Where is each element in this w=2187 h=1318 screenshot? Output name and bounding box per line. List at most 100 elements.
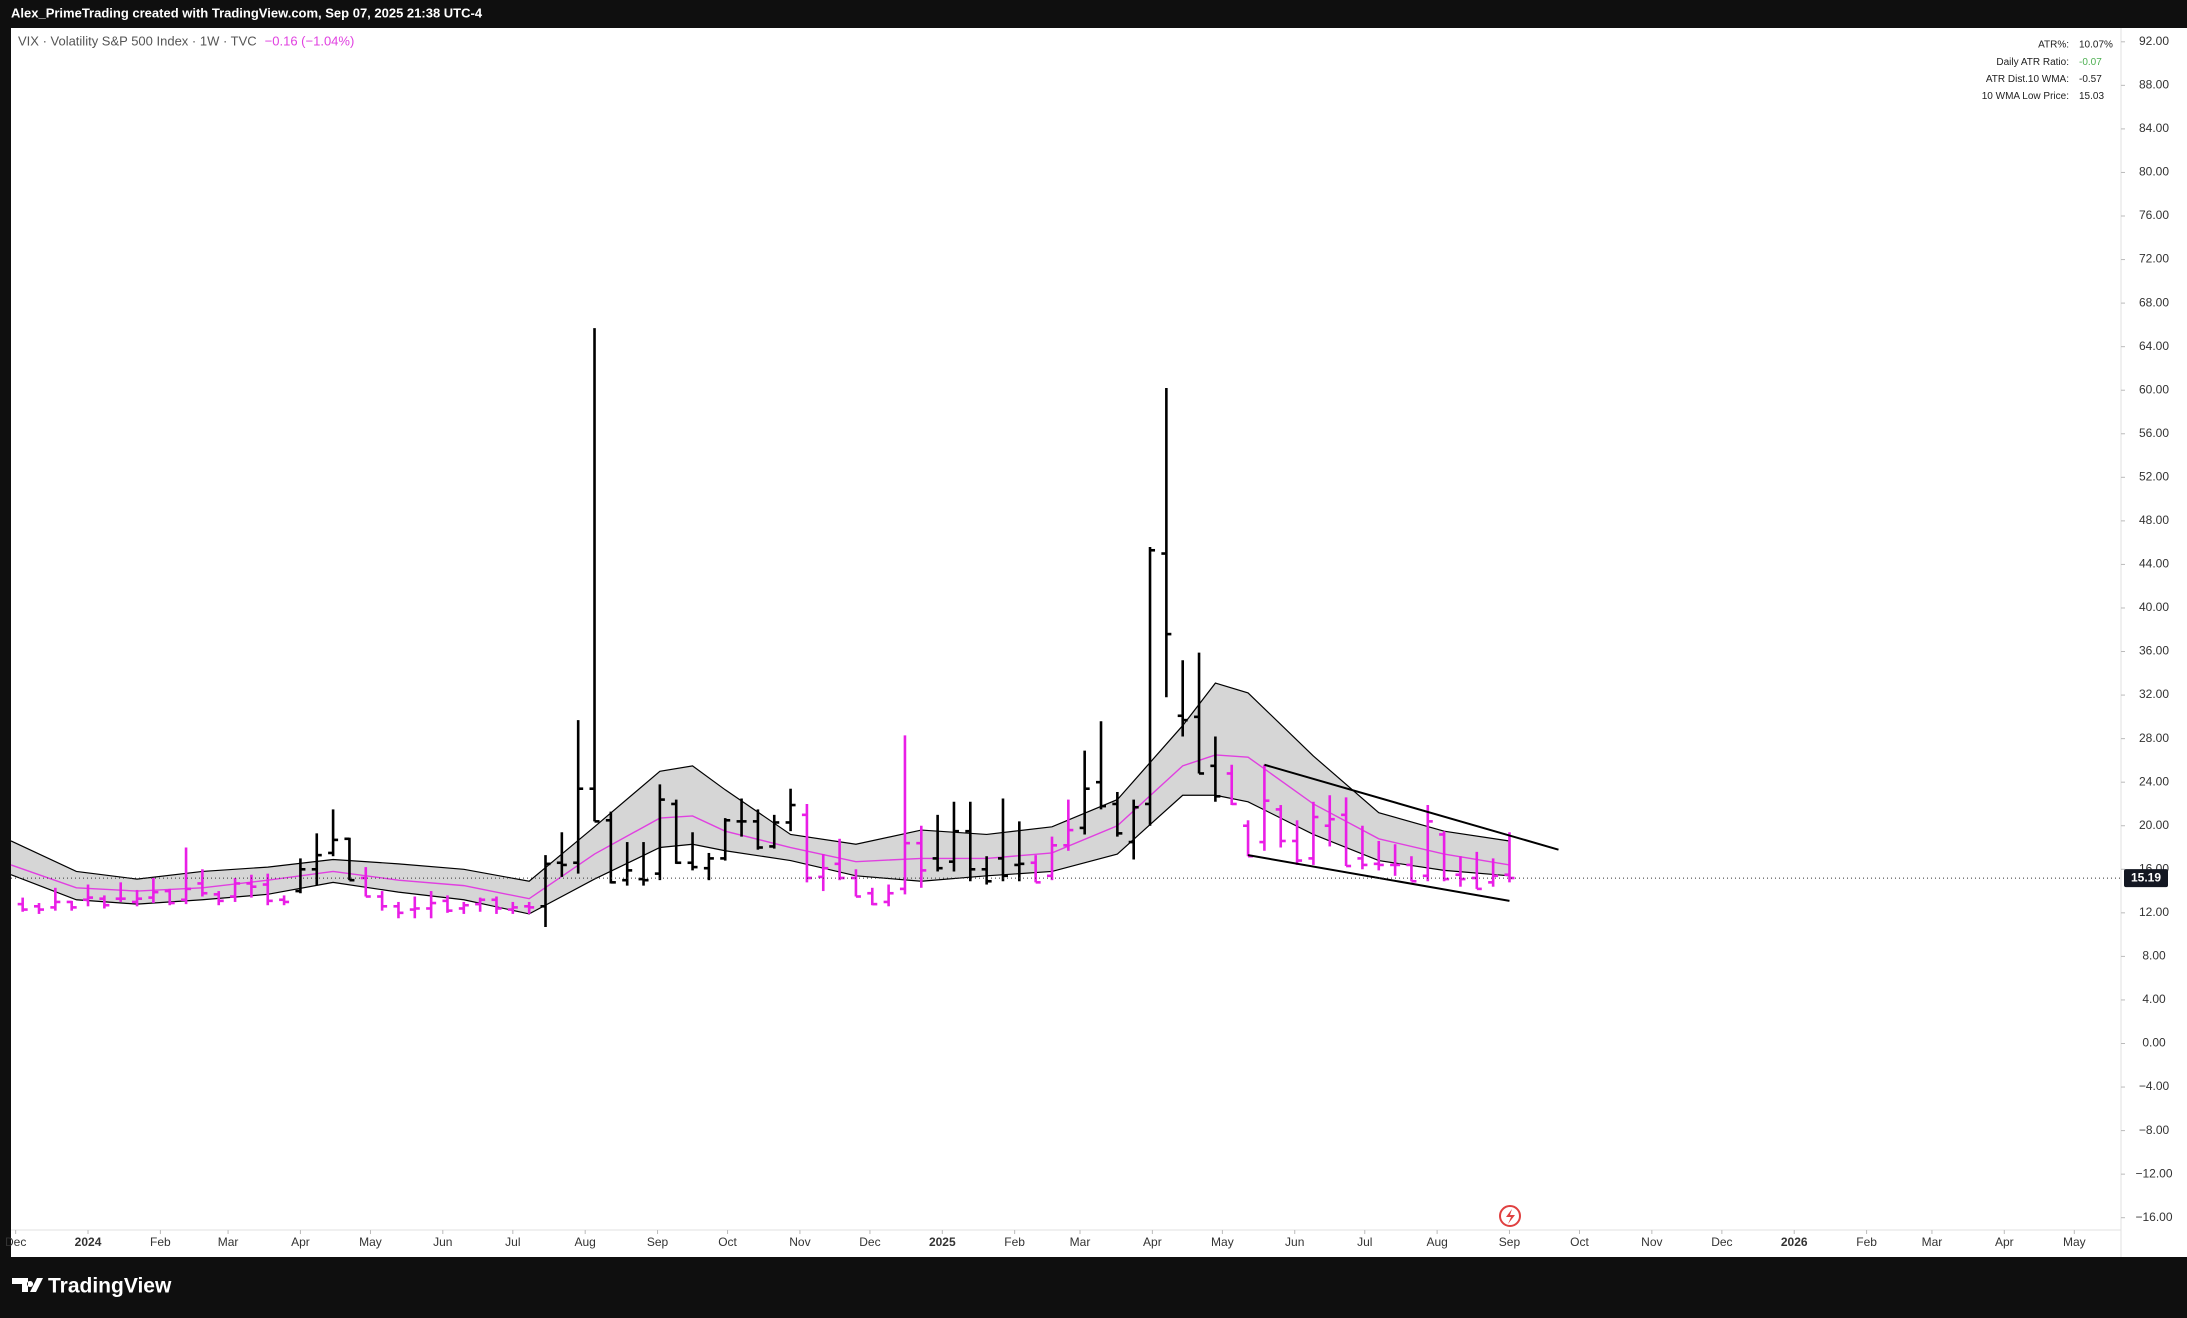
y-tick-label: 72.00 — [2139, 252, 2169, 266]
stat-label: 10 WMA Low Price: — [1982, 91, 2069, 102]
ohlc-bar — [1341, 797, 1352, 868]
ohlc-bar — [115, 882, 126, 902]
ohlc-bar — [99, 895, 110, 909]
x-tick-label: Apr — [1995, 1235, 2014, 1249]
x-tick-label: Apr — [1143, 1235, 1162, 1249]
x-tick-label: Feb — [150, 1235, 171, 1249]
last-price-label: 15.19 — [2131, 870, 2161, 884]
trendline — [1264, 763, 1559, 851]
y-tick-label: 76.00 — [2139, 208, 2169, 222]
ohlc-bar — [1373, 840, 1384, 871]
ohlc-bar — [148, 877, 159, 904]
y-tick-label: 40.00 — [2139, 600, 2169, 614]
footer-logo: TradingView — [12, 1275, 172, 1298]
chart-area — [11, 28, 2187, 1257]
ohlc-bar — [1292, 820, 1303, 865]
ohlc-bar — [1439, 831, 1450, 882]
y-tick-label: 8.00 — [2142, 949, 2166, 963]
ohlc-bar — [1145, 547, 1156, 826]
x-tick-label: Jul — [505, 1235, 520, 1249]
stat-label: Daily ATR Ratio: — [1996, 57, 2069, 68]
y-tick-label: 0.00 — [2142, 1036, 2166, 1050]
ohlc-bar — [654, 784, 665, 881]
x-tick-label: Mar — [1070, 1235, 1091, 1249]
ohlc-bar — [997, 798, 1008, 882]
ohlc-bar — [230, 877, 241, 902]
y-tick-label: −12.00 — [2135, 1166, 2172, 1180]
plot — [10, 328, 1559, 927]
x-tick-label: Nov — [789, 1235, 810, 1249]
y-tick-label: 36.00 — [2139, 644, 2169, 658]
ohlc-bar — [1259, 764, 1270, 851]
x-tick-label: May — [359, 1235, 382, 1249]
x-tick-label: 2025 — [929, 1235, 956, 1249]
x-tick-label: Dec — [1711, 1235, 1732, 1249]
ohlc-bar — [409, 896, 420, 919]
x-tick-label: Mar — [218, 1235, 239, 1249]
y-tick-label: −4.00 — [2139, 1079, 2170, 1093]
ohlc-bar — [344, 837, 355, 882]
y-tick-label: 88.00 — [2139, 78, 2169, 92]
trendline — [1247, 854, 1510, 902]
ohlc-bar — [1194, 652, 1205, 775]
y-tick-label: 4.00 — [2142, 992, 2166, 1006]
ohlc-bar — [573, 720, 584, 874]
ohlc-bar — [1275, 805, 1286, 848]
ohlc-bar — [785, 788, 796, 832]
ohlc-bar — [311, 833, 322, 886]
x-tick-label: Aug — [1426, 1235, 1447, 1249]
ohlc-bar — [932, 814, 943, 872]
y-tick-label: 60.00 — [2139, 382, 2169, 396]
ohlc-bar — [34, 903, 45, 914]
symbol-title: VIX · Volatility S&P 500 Index · 1W · TV… — [18, 33, 257, 48]
ohlc-bar — [1112, 791, 1123, 837]
ohlc-bar — [540, 855, 551, 927]
ohlc-bar — [687, 832, 698, 871]
ohlc-bar — [720, 818, 731, 861]
y-tick-label: 52.00 — [2139, 469, 2169, 483]
stat-label: ATR%: — [2038, 40, 2069, 51]
ohlc-bar — [867, 887, 878, 906]
band-lower — [10, 794, 1510, 915]
ohlc-bar — [458, 901, 469, 914]
ohlc-bar — [132, 889, 143, 907]
y-tick-label: 64.00 — [2139, 339, 2169, 353]
ohlc-bar — [1324, 795, 1335, 847]
ohlc-bar — [328, 809, 339, 857]
ohlc-bar — [524, 901, 535, 914]
x-tick-label: Feb — [1004, 1235, 1025, 1249]
ohlc-bar — [377, 891, 388, 911]
ohlc-bar — [1455, 856, 1466, 887]
ohlc-bar — [17, 897, 28, 912]
ohlc-bar — [507, 901, 518, 914]
x-tick-label: Mar — [1922, 1235, 1943, 1249]
x-tick-label: Jun — [433, 1235, 452, 1249]
band-fill — [11, 683, 1510, 914]
ohlc-bar — [589, 328, 600, 823]
y-tick-label: 20.00 — [2139, 818, 2169, 832]
x-tick-label: Dec — [859, 1235, 880, 1249]
ohlc-bar — [197, 869, 208, 897]
x-tick-label: Jul — [1357, 1235, 1372, 1249]
ohlc-bar — [556, 832, 567, 877]
ohlc-bar — [1357, 825, 1368, 870]
y-tick-label: 48.00 — [2139, 513, 2169, 527]
y-tick-label: −8.00 — [2139, 1123, 2170, 1137]
ohlc-bar — [1308, 801, 1319, 865]
x-tick-label: Sep — [647, 1235, 669, 1249]
ohlc-bar — [295, 858, 306, 894]
y-tick-label: 92.00 — [2139, 34, 2169, 48]
ohlc-bar — [213, 891, 224, 906]
x-tick-label: Feb — [1856, 1235, 1877, 1249]
stat-label: ATR Dist.10 WMA: — [1986, 74, 2069, 85]
ohlc-bar — [605, 811, 616, 884]
stat-value: -0.57 — [2079, 74, 2102, 85]
ohlc-bar — [1226, 764, 1237, 806]
ohlc-bar — [948, 801, 959, 872]
y-tick-label: 28.00 — [2139, 731, 2169, 745]
change: −0.16 (−1.04%) — [265, 33, 355, 48]
y-tick-label: 68.00 — [2139, 295, 2169, 309]
x-tick-label: 2026 — [1781, 1235, 1808, 1249]
ohlc-bar — [442, 895, 453, 913]
